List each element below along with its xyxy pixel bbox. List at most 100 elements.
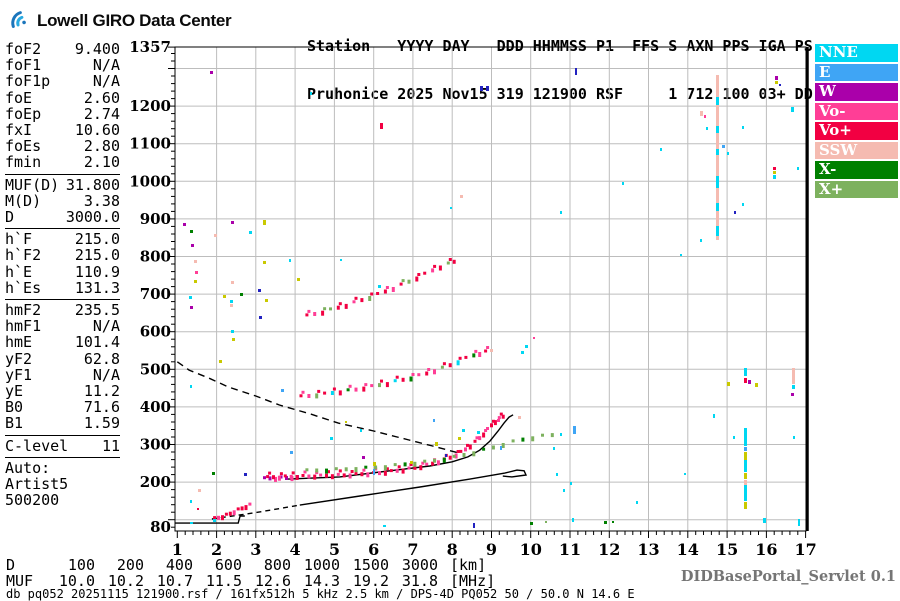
param-value: 2.10 — [83, 153, 120, 172]
footer-row-value: 19.2 — [352, 572, 389, 590]
svg-text:11: 11 — [559, 540, 581, 559]
param-value: 3.38 — [83, 191, 120, 210]
footer-row-value: 1000 — [303, 556, 340, 574]
param-label: foE — [5, 88, 33, 107]
svg-text:13: 13 — [637, 540, 659, 559]
param-label: foF1 — [5, 56, 42, 75]
param-label: h`F — [5, 230, 33, 249]
param-row: h`E 110.9 — [5, 262, 120, 281]
param-label: yF2 — [5, 349, 33, 368]
svg-text:400: 400 — [140, 398, 171, 416]
param-label: fmin — [5, 153, 42, 172]
param-group: MUF(D) 31.800 M(D) 3.38 D 3000.0 — [5, 173, 120, 226]
legend-item-w: W — [815, 83, 898, 101]
svg-text:700: 700 — [140, 285, 171, 303]
param-row: M(D) 3.38 — [5, 193, 120, 209]
footer-row-value: 10.2 — [107, 572, 144, 590]
giro-wave-icon — [7, 6, 33, 35]
svg-text:1100: 1100 — [129, 135, 171, 153]
ionogram-header: Station YYYY DAY DDD HHMMSS P1 FFS S AXN… — [307, 6, 813, 118]
footer-row-unit: [MHz] — [450, 572, 496, 590]
footer-row-value: 31.8 — [401, 572, 438, 590]
param-label: hmF1 — [5, 317, 42, 336]
svg-text:9: 9 — [486, 540, 497, 559]
param-value: 9.400 — [74, 40, 120, 58]
svg-text:1357: 1357 — [129, 38, 171, 56]
legend-item-ssw: SSW — [815, 141, 898, 159]
svg-text:17: 17 — [794, 540, 816, 559]
param-row: fmin 2.10 — [5, 154, 120, 170]
echo-direction-legend: NNE E W Vo- Vo+ SSW X- X+ — [815, 44, 898, 200]
footer-row-value: 600 — [214, 556, 242, 574]
param-label: foF2 — [5, 40, 42, 58]
F-trace-second-order — [299, 346, 490, 399]
param-label: 500200 — [5, 491, 60, 510]
footer-row-value: 1500 — [352, 556, 389, 574]
param-label: yE — [5, 382, 24, 401]
param-row: fxI 10.60 — [5, 122, 120, 138]
legend-item-x+: X+ — [815, 180, 898, 198]
svg-text:14: 14 — [677, 540, 699, 559]
param-value: 11.2 — [83, 382, 120, 401]
footer-row-value: 14.3 — [303, 572, 340, 590]
param-row: hmF1 N/A — [5, 318, 120, 334]
param-row: foF2 9.400 — [5, 41, 120, 57]
param-value: 131.3 — [74, 278, 120, 297]
svg-text:900: 900 — [140, 210, 171, 228]
param-label: yF1 — [5, 365, 33, 384]
footer-row-value: 400 — [165, 556, 193, 574]
param-row: 500200 — [5, 492, 120, 508]
param-value: 3000.0 — [65, 208, 120, 227]
distance-row: D 100 200 400 600 800 1000 1500 3000 [km] — [6, 556, 486, 574]
param-value: 235.5 — [74, 301, 120, 320]
param-label: hmF2 — [5, 301, 42, 320]
param-label: Artist5 — [5, 475, 69, 494]
param-label: h`Es — [5, 278, 42, 297]
svg-text:300: 300 — [140, 436, 171, 454]
param-value: 215.0 — [74, 246, 120, 265]
legend-item-nne: NNE — [815, 44, 898, 62]
svg-text:15: 15 — [716, 540, 738, 559]
noise-speckles — [183, 68, 800, 528]
svg-text:5: 5 — [329, 540, 340, 559]
param-value: 11 — [101, 436, 120, 455]
param-label: hmE — [5, 333, 33, 352]
param-row: foF1 N/A — [5, 57, 120, 73]
param-label: h`E — [5, 262, 33, 281]
footer-row-unit: [km] — [450, 556, 487, 574]
param-row: D 3000.0 — [5, 209, 120, 225]
F-trace-extraordinary — [305, 433, 554, 474]
logo-title: Lowell GIRO Data Center — [37, 10, 232, 30]
param-row: hmF2 235.5 — [5, 302, 120, 318]
svg-text:80: 80 — [150, 518, 171, 536]
giro-logo: Lowell GIRO Data Center — [7, 6, 232, 35]
param-row: yF1 N/A — [5, 367, 120, 383]
param-group: foF2 9.400 foF1 N/A foF1p N/A foE 2.60 foEp 2.74 f… — [5, 41, 120, 171]
param-label: h`F2 — [5, 246, 42, 265]
F-trace-third-order — [305, 258, 456, 317]
svg-text:1000: 1000 — [129, 172, 171, 190]
param-value: 2.74 — [83, 104, 120, 123]
param-value: 62.8 — [83, 349, 120, 368]
svg-text:800: 800 — [140, 248, 171, 266]
param-value: 101.4 — [74, 333, 120, 352]
param-value: N/A — [92, 56, 120, 75]
legend-item-vo+: Vo+ — [815, 122, 898, 140]
footer-row-label: MUF — [6, 572, 34, 590]
footer-row-value: 10.7 — [156, 572, 193, 590]
param-group: hmF2 235.5 hmF1 N/A hmE 101.4 yF2 62.8 yF1 N/A yE 1… — [5, 299, 120, 432]
param-value: 110.9 — [74, 262, 120, 281]
svg-text:8: 8 — [447, 540, 458, 559]
param-group: C-level 11 — [5, 434, 120, 455]
header-fields-line: Station YYYY DAY DDD HHMMSS P1 FFS S AXN… — [307, 37, 813, 55]
param-row: foF1p N/A — [5, 73, 120, 89]
param-value: N/A — [92, 365, 120, 384]
artist-fitted-f-trace — [287, 414, 514, 480]
footer-row-label: D — [6, 556, 16, 574]
svg-text:3: 3 — [250, 540, 261, 559]
param-value: N/A — [92, 72, 120, 91]
svg-text:10: 10 — [520, 540, 542, 559]
param-value: 71.6 — [83, 398, 120, 417]
profile-hook-line — [299, 469, 528, 506]
